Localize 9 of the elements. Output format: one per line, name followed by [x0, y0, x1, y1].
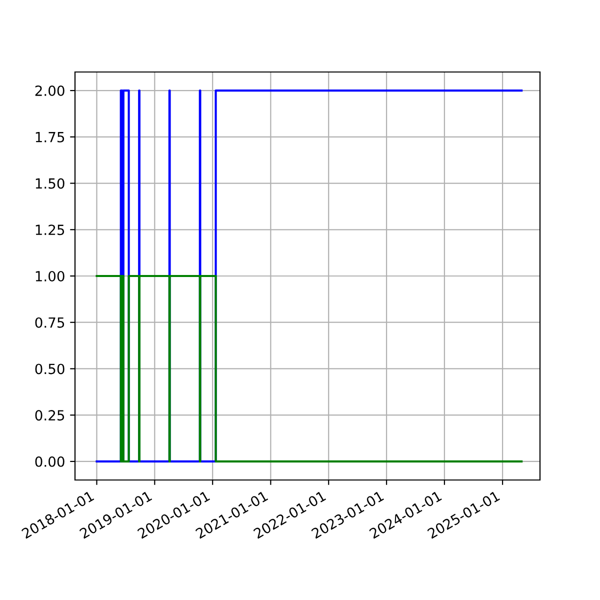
y-tick-label: 2.00 — [35, 86, 64, 96]
y-tick-label: 0.25 — [35, 410, 64, 421]
y-tick-label: 0.00 — [35, 456, 64, 467]
y-tick-label: 1.50 — [36, 178, 64, 189]
y-tick-label: 1.25 — [36, 224, 64, 236]
y-tick-label: 1.00 — [36, 270, 64, 282]
y-tick-label: 0.50 — [35, 364, 64, 374]
y-tick-label: 0.75 — [35, 317, 64, 328]
y-tick-label: 1.75 — [36, 132, 64, 142]
